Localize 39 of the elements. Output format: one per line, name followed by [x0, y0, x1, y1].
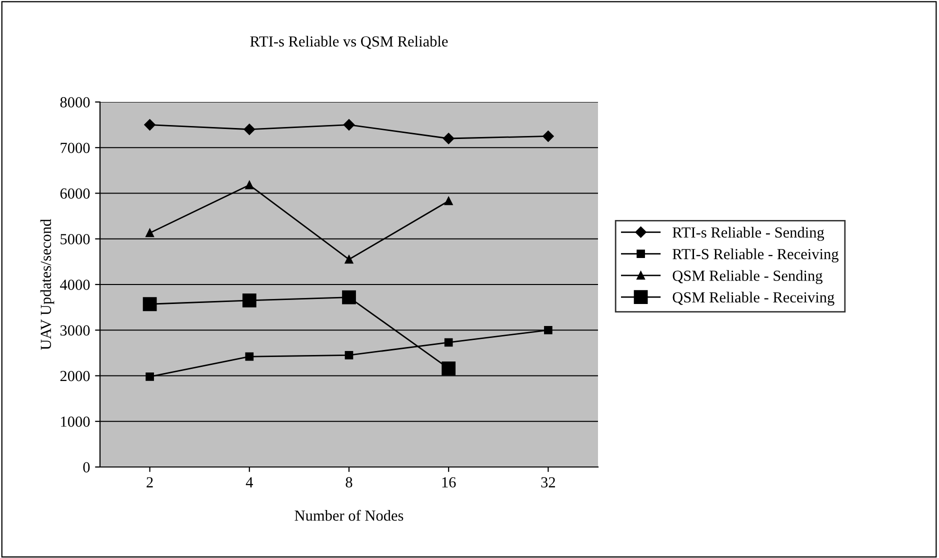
y-tick-label: 6000	[60, 188, 90, 199]
point	[344, 255, 354, 264]
x-tick-label: 16	[442, 477, 456, 488]
y-tick-label: 4000	[60, 280, 90, 290]
point	[342, 290, 356, 304]
point	[444, 196, 453, 206]
x-tick-label: 4	[246, 477, 253, 488]
point	[442, 362, 456, 376]
point	[245, 180, 254, 190]
legend-label: QSM Reliable - Receiving	[672, 292, 834, 306]
legend-label: RTI-S Reliable - Receiving	[672, 248, 839, 262]
point	[245, 352, 254, 361]
point	[146, 228, 154, 238]
x-axis-title: Number of Nodes	[294, 510, 404, 521]
point	[146, 372, 154, 381]
point	[542, 130, 554, 142]
legend-label: RTI-s Reliable - Sending	[672, 226, 824, 241]
point	[244, 124, 256, 135]
point	[444, 338, 453, 347]
y-tick-label: 0	[83, 462, 90, 472]
point	[343, 119, 355, 130]
point	[544, 326, 552, 334]
chart-title: RTI-s Reliable vs QSM Reliable	[250, 36, 448, 49]
point	[344, 351, 354, 360]
point	[144, 119, 156, 130]
y-tick-label: 1000	[61, 416, 90, 427]
y-tick-label: 5000	[60, 234, 90, 244]
point	[142, 297, 157, 312]
y-tick-label: 2000	[60, 370, 90, 382]
legend-label: QSM Reliable - Sending	[672, 270, 822, 284]
x-tick-label: 2	[146, 477, 153, 488]
y-tick-label: 3000	[60, 325, 90, 336]
x-tick-label: 32	[541, 477, 555, 488]
point	[242, 294, 256, 308]
y-axis-title: UAV Updates/second	[40, 218, 54, 350]
y-tick-label: 7000	[60, 142, 90, 154]
y-tick-label: 8000	[60, 97, 90, 108]
point	[442, 132, 454, 144]
x-tick-label: 8	[346, 477, 352, 488]
